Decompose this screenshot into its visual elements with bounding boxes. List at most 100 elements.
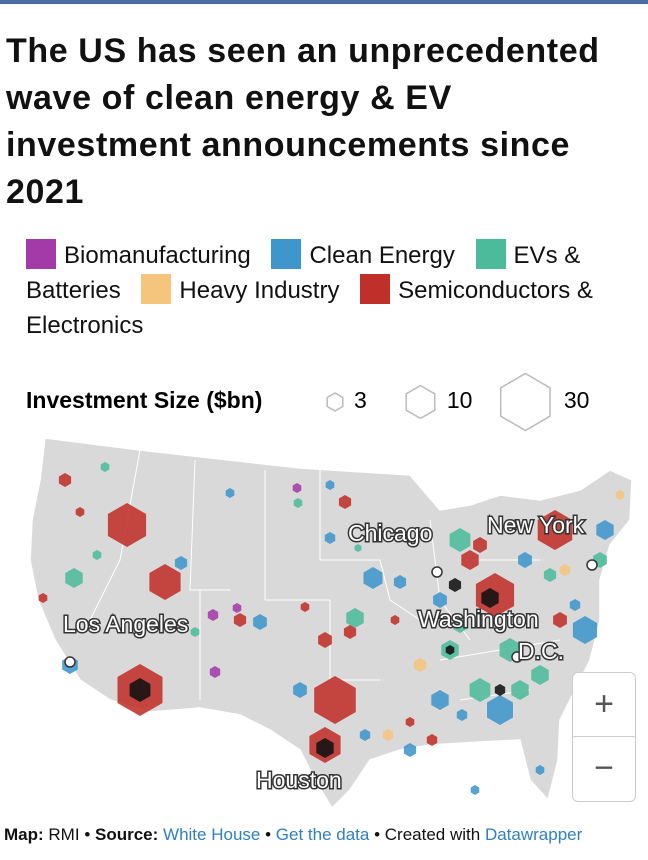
investment-hex <box>314 676 356 724</box>
legend-item: Semiconductors & Electronics <box>26 274 593 339</box>
investment-hex <box>481 588 499 608</box>
zoom-out[interactable]: − <box>573 736 635 800</box>
legend-item: Heavy Industry <box>141 274 340 304</box>
investment-hex <box>174 556 188 570</box>
legend-swatch <box>475 239 506 269</box>
investment-hex <box>433 592 447 608</box>
legend-item: Biomanufacturing <box>26 239 251 269</box>
city-label: Houston <box>256 767 342 793</box>
investment-hex <box>487 695 513 725</box>
investment-hex <box>225 488 235 498</box>
size-label: 10 <box>447 387 473 413</box>
zoom-in[interactable]: + <box>594 685 614 723</box>
link[interactable]: Get the data <box>275 825 370 844</box>
title: The US has seen an unprecedented wave of… <box>6 32 600 211</box>
investment-hex <box>58 473 72 487</box>
link[interactable]: Datawrapper <box>484 825 583 844</box>
investment-hex <box>209 666 221 678</box>
investment-hex <box>413 658 427 672</box>
legend-item: Clean Energy <box>271 239 455 269</box>
investment-hex <box>449 528 471 552</box>
investment-hex <box>543 568 557 582</box>
investment-hex <box>293 498 303 508</box>
size-label: 3 <box>354 387 367 413</box>
investment-hex <box>469 678 491 702</box>
investment-hex <box>431 690 449 710</box>
zoom-control: + − <box>572 672 636 802</box>
investment-hex <box>363 567 383 589</box>
us-outline <box>29 437 633 810</box>
investment-hex <box>596 520 614 540</box>
top-border <box>0 0 648 4</box>
investment-hex <box>300 602 310 612</box>
separator: • <box>374 825 381 844</box>
investment-hex <box>393 575 407 589</box>
investment-hex <box>325 480 335 490</box>
investment-hex <box>292 483 302 493</box>
footer-label: Source: <box>95 825 159 844</box>
legend-swatch <box>26 239 56 269</box>
investment-hex <box>494 684 506 696</box>
investment-hex <box>403 743 417 757</box>
city-label: Washington <box>418 606 539 632</box>
city-label: Chicago <box>348 520 432 546</box>
investment-hex <box>338 495 352 509</box>
investment-hex <box>232 603 242 613</box>
city-label: D.C. <box>518 638 564 664</box>
investment-hex <box>511 680 529 700</box>
investment-hex <box>518 552 532 568</box>
investment-hex <box>559 564 571 576</box>
investment-hex <box>473 537 487 553</box>
investment-hex <box>354 544 362 552</box>
investment-hex <box>324 532 336 544</box>
investment-hex <box>107 503 147 547</box>
investment-hex <box>253 614 267 630</box>
investment-hex <box>293 682 307 698</box>
investment-hex <box>382 729 394 741</box>
separator: • <box>265 825 272 844</box>
investment-hex <box>569 599 581 611</box>
investment-hex <box>426 734 438 746</box>
city-dots <box>64 559 598 668</box>
investment-hex <box>233 613 247 627</box>
investment-hex <box>572 616 598 644</box>
legend-label: Semiconductors & Electronics <box>26 277 593 339</box>
size-legend-title: Investment Size ($bn) <box>26 387 262 413</box>
investment-hex <box>316 738 334 758</box>
map: Chicago New York Los Angeles Washington … <box>29 437 633 810</box>
link[interactable]: White House <box>163 825 261 844</box>
investment-hex <box>553 612 567 628</box>
investment-hex <box>390 615 400 625</box>
size-hex <box>405 384 436 420</box>
investment-hex <box>343 625 357 639</box>
investment-hex <box>445 645 455 655</box>
size-legend: Investment Size ($bn) 3 10 30 <box>26 372 590 432</box>
size-label: 30 <box>564 387 590 413</box>
legend-swatch <box>271 239 302 269</box>
legend-swatch <box>360 274 391 304</box>
legend-item: EVs & Batteries <box>26 239 581 304</box>
investment-hex <box>190 627 200 637</box>
legend-label: EVs & Batteries <box>26 242 581 304</box>
legend-label: Biomanufacturing <box>64 242 251 269</box>
investment-hex <box>470 785 480 795</box>
legend-label: Heavy Industry <box>179 277 340 304</box>
investment-hex <box>537 510 573 550</box>
investment-hex <box>318 632 332 648</box>
size-hex <box>326 392 344 412</box>
investment-hex <box>615 490 625 500</box>
investment-hex <box>456 709 468 721</box>
investment-hex <box>535 765 545 775</box>
footer-text: Created with <box>384 825 481 844</box>
legend-label: Clean Energy <box>309 242 455 269</box>
city-label: New York <box>487 512 585 538</box>
investment-hex <box>531 665 549 685</box>
investment-hex <box>149 564 181 600</box>
investment-hex <box>453 617 467 633</box>
investment-hex <box>405 717 415 727</box>
investment-hex <box>92 550 102 560</box>
investment-hex <box>38 593 48 603</box>
investment-hex <box>359 729 371 741</box>
separator: • <box>84 825 91 844</box>
